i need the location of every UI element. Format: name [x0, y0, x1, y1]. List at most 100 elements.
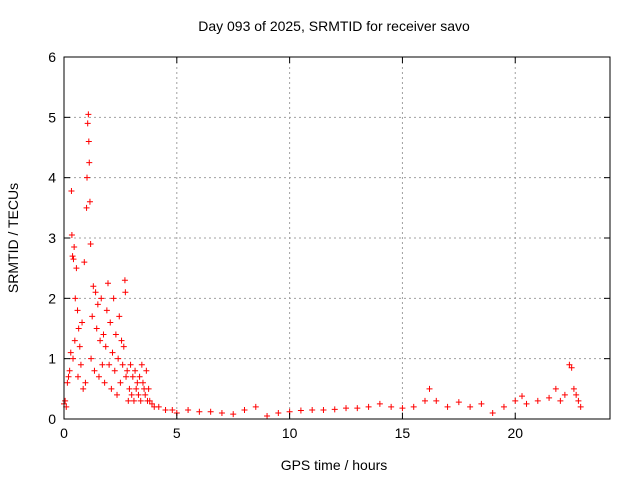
data-point	[116, 313, 123, 320]
data-point	[512, 397, 519, 404]
x-tick-label: 0	[60, 425, 68, 441]
x-axis-label: GPS time / hours	[281, 457, 388, 473]
data-point	[410, 403, 417, 410]
data-point	[86, 198, 93, 205]
data-point	[112, 331, 119, 338]
data-point	[185, 406, 192, 413]
data-point	[137, 397, 144, 404]
data-point	[77, 361, 84, 368]
y-tick-label: 5	[48, 109, 56, 125]
data-point	[68, 231, 75, 238]
data-point	[110, 295, 117, 302]
data-point	[142, 391, 149, 398]
data-point	[573, 391, 580, 398]
data-point	[65, 373, 72, 380]
data-point	[577, 403, 584, 410]
data-point	[546, 394, 553, 401]
data-point	[252, 403, 259, 410]
data-point	[125, 397, 132, 404]
y-axis-label: SRMTID / TECUs	[5, 183, 21, 293]
data-points	[61, 111, 584, 419]
y-tick-label: 1	[48, 351, 56, 367]
data-point	[67, 349, 74, 356]
y-tick-label: 4	[48, 170, 56, 186]
data-point	[99, 361, 106, 368]
data-point	[421, 397, 428, 404]
data-point	[76, 343, 83, 350]
data-point	[70, 256, 77, 263]
data-point	[100, 331, 107, 338]
x-tick-label: 5	[173, 425, 181, 441]
data-point	[566, 361, 573, 368]
x-tick-label: 20	[507, 425, 523, 441]
data-point	[568, 364, 575, 371]
data-point	[489, 409, 496, 416]
data-point	[162, 406, 169, 413]
data-point	[354, 405, 361, 412]
data-point	[121, 277, 128, 284]
y-tick-label: 6	[48, 49, 56, 65]
data-point	[90, 283, 97, 290]
data-point	[196, 408, 203, 415]
data-point	[230, 411, 237, 418]
data-point	[127, 361, 134, 368]
data-point	[71, 244, 78, 251]
data-point	[343, 405, 350, 412]
data-point	[519, 393, 526, 400]
data-point	[118, 337, 125, 344]
axis-ticks	[63, 56, 610, 420]
data-point	[523, 400, 530, 407]
data-point	[109, 349, 116, 356]
data-point	[241, 406, 248, 413]
data-point	[103, 307, 110, 314]
data-point	[69, 253, 76, 260]
data-point	[62, 397, 69, 404]
data-point	[74, 373, 81, 380]
data-point	[72, 295, 79, 302]
data-point	[74, 307, 81, 314]
data-point	[320, 406, 327, 413]
data-point	[117, 379, 124, 386]
data-point	[455, 399, 462, 406]
data-point	[433, 397, 440, 404]
data-point	[88, 355, 95, 362]
data-point	[444, 403, 451, 410]
data-point	[85, 111, 92, 118]
data-point	[146, 397, 153, 404]
data-point	[478, 400, 485, 407]
data-point	[138, 361, 145, 368]
x-tick-labels: 0 5 10 15 20	[60, 425, 523, 441]
data-point	[104, 280, 111, 287]
data-point	[89, 313, 96, 320]
data-point	[87, 241, 94, 248]
data-point	[264, 412, 271, 419]
data-point	[86, 159, 93, 166]
data-point	[309, 406, 316, 413]
data-point	[365, 403, 372, 410]
data-point	[126, 385, 133, 392]
data-point	[83, 204, 90, 211]
data-point	[111, 367, 118, 374]
data-point	[552, 385, 559, 392]
data-point	[123, 373, 130, 380]
data-point	[135, 391, 142, 398]
y-tick-label: 3	[48, 230, 56, 246]
data-point	[80, 385, 87, 392]
data-point	[68, 187, 75, 194]
data-point	[73, 265, 80, 272]
data-point	[155, 403, 162, 410]
data-point	[534, 397, 541, 404]
data-point	[120, 343, 127, 350]
x-tick-label: 15	[395, 425, 411, 441]
y-tick-labels: 0 1 2 3 4 5 6	[48, 49, 56, 427]
data-point	[94, 301, 101, 308]
data-point	[81, 259, 88, 266]
data-point	[92, 289, 99, 296]
data-point	[82, 379, 89, 386]
grid	[64, 57, 610, 419]
data-point	[93, 325, 100, 332]
data-point	[331, 406, 338, 413]
data-point	[132, 367, 139, 374]
